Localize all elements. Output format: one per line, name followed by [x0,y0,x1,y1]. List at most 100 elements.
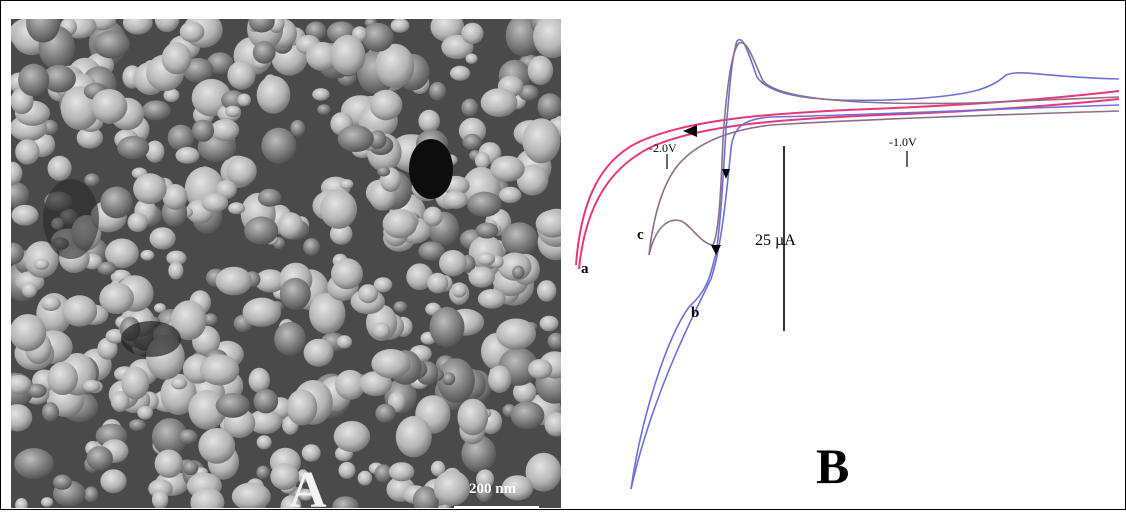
sem-grain [442,190,469,209]
sem-grain [227,60,256,90]
sem-grain [154,19,180,33]
sem-grain [395,416,432,458]
sem-grain [47,361,78,395]
sem-grain [201,192,229,213]
sem-grain [11,204,39,226]
sem-grain [86,446,113,471]
sem-grain [14,448,54,480]
sem-grain [319,189,358,229]
sem-grain [203,313,218,326]
sem-grain [127,212,148,233]
sem-grain [256,75,291,114]
sem-grain [317,104,331,115]
sem-grain [100,469,127,494]
sem-grain [528,359,553,380]
sem-grain [544,412,561,437]
curve-label-a: a [581,261,589,277]
sem-grain [248,409,282,434]
sem-grain [11,404,33,432]
sem-grain [331,258,363,290]
sem-grain [42,64,76,93]
sem-grain [140,249,155,261]
sem-grain [122,19,153,35]
sem-grain [33,258,49,270]
sem-grain [452,283,467,298]
sem-grain [429,81,447,101]
sem-grain [190,487,225,508]
scan-arrow-down-2 [711,245,721,255]
sem-grain [501,222,538,256]
sem-grain [372,322,391,340]
sem-grain [161,42,192,75]
sem-grain [228,202,245,215]
sem-grain [512,265,525,279]
sem-grain [248,19,275,33]
sem-grain [371,349,411,379]
sem-grain [301,444,321,462]
sem-grain [468,266,495,288]
sem-grain [215,266,252,296]
panel-a-label: A [289,462,327,509]
sem-grain [76,126,104,149]
sem-grain [476,252,496,266]
sem-grain [15,498,28,508]
sem-grain [62,295,98,327]
sem-grain [91,89,128,124]
sem-grain [330,34,366,76]
curve-label-c: c [637,227,644,243]
sem-grain [277,212,304,239]
sem-grain [501,475,534,501]
sem-grain [476,469,495,490]
sem-grain [476,484,493,503]
sem-grain [510,401,545,430]
sem-grain [429,306,465,348]
sem-grain [40,295,61,311]
sem-grain [537,280,557,302]
current-scale-text: 25 µA [755,232,796,249]
sem-grain [388,462,415,482]
sem-grain [359,371,393,397]
sem-grain [390,19,410,33]
sem-grain [100,186,133,219]
sem-grain [299,488,313,501]
sem-grain [309,292,346,335]
sem-grain [170,300,207,341]
sem-grain [496,318,536,350]
sem-grain [474,152,490,170]
sem-grain [369,89,403,121]
sem-grain [361,22,394,52]
sem-grain [244,216,279,245]
sem-grain [303,238,320,256]
sem-grain [224,105,241,118]
sem-grain [47,155,72,181]
sem-grain [97,261,117,276]
sem-grain [340,179,354,190]
sem-grain [175,147,200,164]
sem-grain [461,435,497,473]
sem-grain [437,358,475,403]
sem-grain [375,43,415,88]
sem-grain [160,373,197,416]
sem-grain [121,366,150,400]
curve-c-return [648,110,1120,256]
sem-grain [257,188,282,207]
sem-grain [518,84,539,101]
sem-grain [312,88,330,101]
sem-grain [105,238,139,269]
sem-grain [525,452,561,492]
sem-grain [82,379,101,393]
sem-grain [338,461,356,479]
sem-grain [11,242,24,265]
sem-grain [188,389,226,430]
sem-grain [430,460,446,477]
sem-grain [231,482,271,508]
sem-grain [110,390,130,412]
sem-grain [513,380,537,404]
sem-grain [167,124,195,151]
sem-grain [242,297,281,327]
sem-grain [253,389,279,414]
sem-grain [490,155,525,182]
sem-grain [105,328,125,344]
scale-bar [454,506,539,508]
potential-label-minus-1v: -1.0V [889,135,917,149]
